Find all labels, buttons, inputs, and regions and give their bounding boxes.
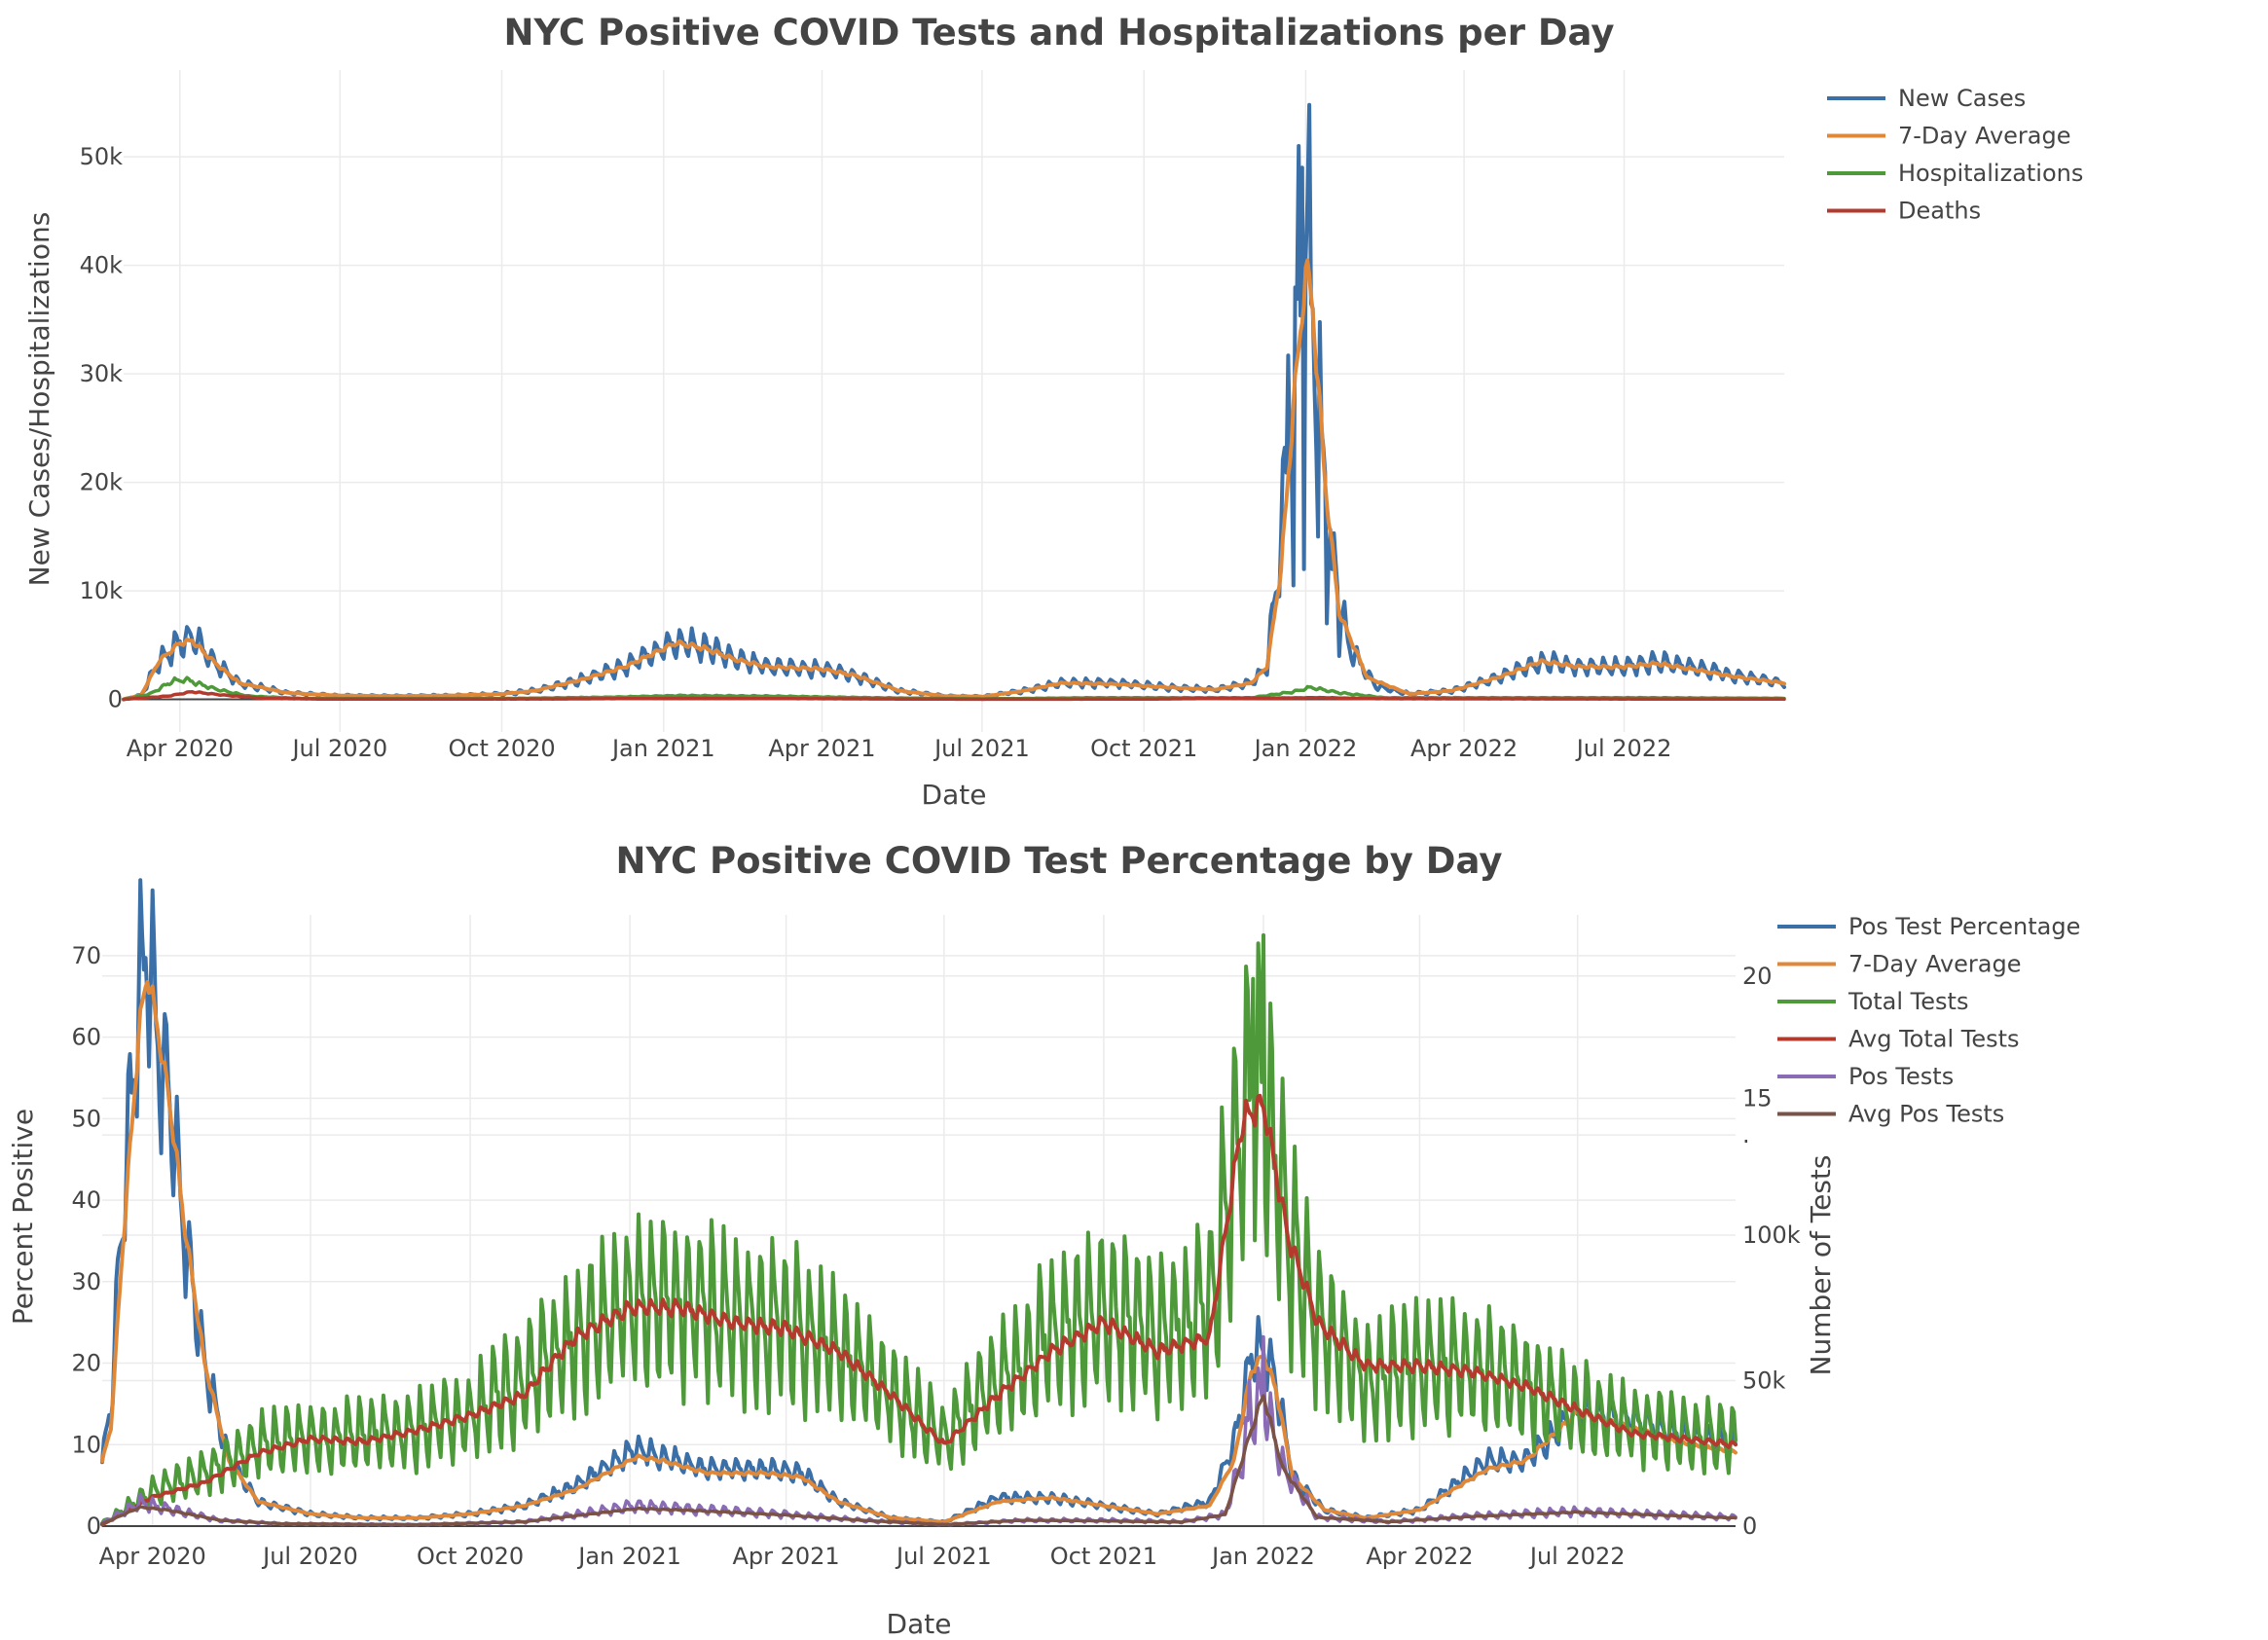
y-tick-label: 10k	[80, 577, 124, 604]
legend-item-avg-pos-tests[interactable]: Avg Pos Tests	[1848, 1101, 2004, 1128]
legend-item-pos-tests[interactable]: Pos Tests	[1848, 1063, 1954, 1090]
series-line-new-cases	[122, 102, 1786, 702]
x-tick-label: Jan 2022	[1210, 1543, 1315, 1570]
y2-tick-label: 0	[1742, 1512, 1757, 1540]
x-tick-label: Oct 2021	[1090, 735, 1197, 762]
y-tick-label: 30k	[80, 360, 124, 387]
chart-bottom: NYC Positive COVID Test Percentage by Da…	[7, 840, 2080, 1640]
chart-bottom-ticks: Apr 2020 Jul 2020 Oct 2020 Jan 2021 Apr 2021…	[71, 942, 1800, 1570]
y-tick-label: 60	[71, 1024, 101, 1051]
x-tick-label: Jul 2021	[933, 735, 1030, 762]
y-tick-label: 10	[71, 1431, 101, 1458]
legend-item-total-tests[interactable]: Total Tests	[1847, 988, 1968, 1015]
x-tick-label: Jan 2022	[1253, 735, 1358, 762]
x-tick-label: Oct 2020	[448, 735, 555, 762]
y-tick-label: 20	[71, 1350, 101, 1377]
series-line-avg-total-tests	[100, 1093, 1738, 1527]
chart-bottom-legend: Pos Test Percentage 7-Day Average Total Te…	[1777, 913, 2080, 1128]
series-line-7-day-average	[122, 258, 1786, 702]
chart-top-legend: New Cases 7-Day Average Hospitalizations De…	[1827, 85, 2083, 225]
x-tick-label: Jul 2022	[1575, 735, 1672, 762]
chart-top-x-axis-label: Date	[922, 779, 987, 811]
chart-bottom-series	[100, 878, 1738, 1527]
legend-item-deaths[interactable]: Deaths	[1898, 198, 1981, 225]
x-tick-label: Jul 2020	[290, 735, 387, 762]
y-tick-label: 50k	[80, 143, 124, 170]
x-tick-label: Apr 2022	[1410, 735, 1518, 762]
y2-extra-tick-label: 15	[1742, 1084, 1773, 1112]
series-line-avg-pos-tests	[100, 1394, 1738, 1527]
x-tick-label: Jan 2021	[576, 1543, 681, 1570]
legend-item-new-cases[interactable]: New Cases	[1898, 85, 2026, 112]
chart-bottom-title: NYC Positive COVID Test Percentage by Da…	[616, 840, 1503, 882]
chart-top: NYC Positive COVID Tests and Hospitaliza…	[23, 12, 2083, 811]
y-tick-label: 40	[71, 1186, 101, 1214]
series-line-7-day-average	[100, 980, 1738, 1524]
chart-bottom-y-axis-label: Percent Positive	[7, 1109, 39, 1325]
legend-item-7-day-average[interactable]: 7-Day Average	[1898, 123, 2071, 150]
x-tick-label: Jul 2021	[895, 1543, 992, 1570]
chart-top-series	[122, 102, 1786, 702]
x-tick-label: Apr 2020	[127, 735, 234, 762]
y-tick-label: 40k	[80, 252, 124, 279]
chart-bottom-y2-axis-label: Number of Tests	[1805, 1155, 1837, 1376]
y-tick-label: 50	[71, 1105, 101, 1132]
y-tick-label: 70	[71, 942, 101, 969]
x-tick-label: Jul 2020	[261, 1543, 358, 1570]
chart-bottom-x-axis-label: Date	[887, 1608, 952, 1636]
legend-item-pos-test-percentage[interactable]: Pos Test Percentage	[1848, 913, 2080, 940]
legend-item-hospitalizations[interactable]: Hospitalizations	[1898, 160, 2083, 187]
y2-tick-label: 100k	[1742, 1221, 1801, 1249]
chart-top-title: NYC Positive COVID Tests and Hospitaliza…	[503, 12, 1614, 54]
y-tick-label: 0	[108, 686, 123, 713]
series-line-deaths	[122, 690, 1786, 702]
y-tick-label: 30	[71, 1268, 101, 1295]
y2-tick-label: 50k	[1742, 1367, 1786, 1394]
x-tick-label: Apr 2022	[1366, 1543, 1473, 1570]
x-tick-label: Oct 2020	[417, 1543, 524, 1570]
y2-extra-tick-label: .	[1742, 1121, 1750, 1148]
chart-top-y-axis-label: New Cases/Hospitalizations	[23, 212, 55, 587]
chart-top-ticks: Apr 2020 Jul 2020 Oct 2020 Jan 2021 Apr 2021…	[80, 143, 1672, 762]
x-tick-label: Apr 2020	[99, 1543, 206, 1570]
x-tick-label: Jul 2022	[1528, 1543, 1626, 1570]
series-line-total-tests	[100, 932, 1738, 1526]
x-tick-label: Apr 2021	[768, 735, 875, 762]
y-tick-label: 0	[87, 1512, 101, 1540]
y-tick-label: 20k	[80, 469, 124, 496]
legend-item-avg-total-tests[interactable]: Avg Total Tests	[1848, 1026, 2020, 1053]
legend-item-7-day-average[interactable]: 7-Day Average	[1848, 951, 2022, 978]
x-tick-label: Oct 2021	[1050, 1543, 1157, 1570]
x-tick-label: Apr 2021	[732, 1543, 839, 1570]
y2-extra-tick-label: 20	[1742, 963, 1773, 990]
chart-top-grid	[124, 70, 1784, 732]
x-tick-label: Jan 2021	[610, 735, 715, 762]
